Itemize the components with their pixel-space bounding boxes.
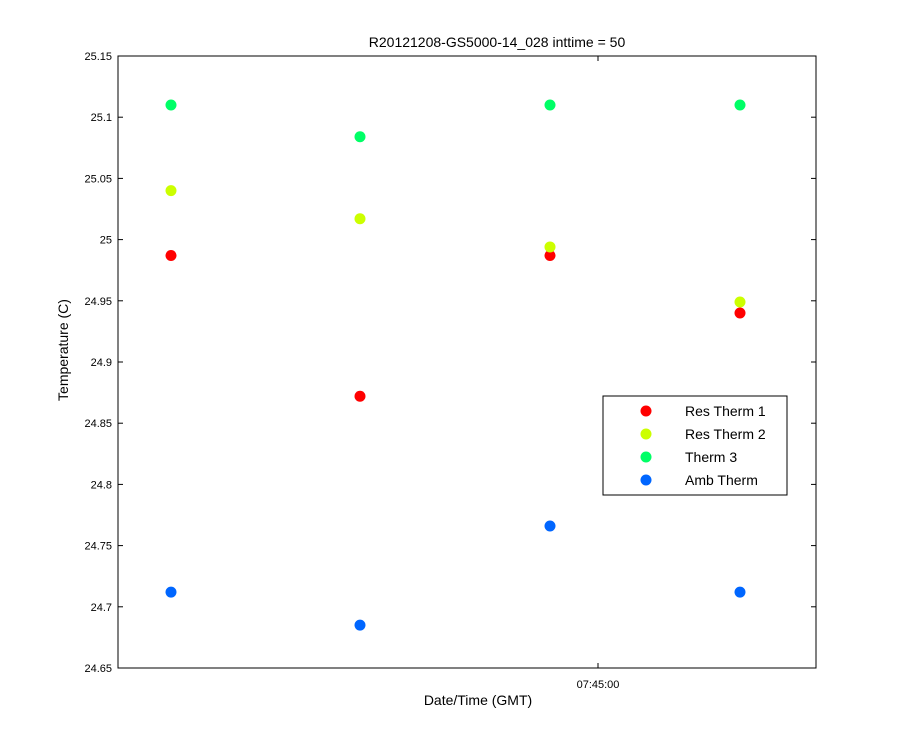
data-point-res-therm-2 — [544, 241, 556, 253]
y-tick-label: 24.8 — [91, 479, 112, 491]
data-point-therm-3 — [354, 131, 366, 143]
data-point-res-therm-1 — [544, 250, 556, 262]
legend-label: Amb Therm — [685, 472, 758, 488]
data-point-res-therm-1 — [165, 250, 177, 262]
legend-marker — [640, 451, 652, 463]
data-point-therm-3 — [544, 99, 556, 111]
legend: Res Therm 1 Res Therm 2 Therm 3 Amb Therm — [602, 395, 788, 496]
y-tick-label: 25.15 — [84, 51, 112, 63]
data-point-res-therm-2 — [354, 213, 366, 225]
x-tick-label: 07:45:00 — [577, 679, 620, 691]
data-point-res-therm-2 — [165, 185, 177, 197]
y-axis-label: Temperature (C) — [55, 299, 71, 401]
legend-marker — [640, 474, 652, 486]
y-axis: 24.65 24.7 24.75 24.8 24.85 24.9 24.95 25 25.05 2… — [84, 51, 816, 675]
data-point-therm-3 — [734, 99, 746, 111]
chart-title: R20121208-GS5000-14_028 inttime = 50 — [369, 34, 626, 50]
data-point-res-therm-1 — [354, 390, 366, 402]
data-point-amb-therm — [165, 586, 177, 598]
data-point-amb-therm — [544, 520, 556, 532]
y-tick-label: 24.85 — [84, 418, 112, 430]
x-axis: 07:45:00 — [577, 56, 620, 691]
y-tick-label: 24.7 — [91, 602, 112, 614]
legend-marker — [640, 428, 652, 440]
y-tick-label: 24.75 — [84, 541, 112, 553]
x-axis-label: Date/Time (GMT) — [424, 692, 532, 708]
y-tick-label: 25 — [100, 235, 112, 247]
data-point-amb-therm — [354, 619, 366, 631]
data-points — [165, 99, 746, 631]
y-tick-label: 24.95 — [84, 296, 112, 308]
legend-label: Therm 3 — [685, 449, 737, 465]
legend-marker — [640, 405, 652, 417]
axes-frame — [117, 55, 817, 669]
y-tick-label: 25.1 — [91, 112, 112, 124]
y-tick-label: 24.65 — [84, 663, 112, 675]
data-point-res-therm-2 — [734, 296, 746, 308]
legend-box — [602, 395, 788, 496]
legend-label: Res Therm 1 — [685, 403, 766, 419]
data-point-amb-therm — [734, 586, 746, 598]
data-point-res-therm-1 — [734, 307, 746, 319]
data-point-therm-3 — [165, 99, 177, 111]
legend-label: Res Therm 2 — [685, 426, 766, 442]
y-tick-label: 24.9 — [91, 357, 112, 369]
y-tick-label: 25.05 — [84, 173, 112, 185]
